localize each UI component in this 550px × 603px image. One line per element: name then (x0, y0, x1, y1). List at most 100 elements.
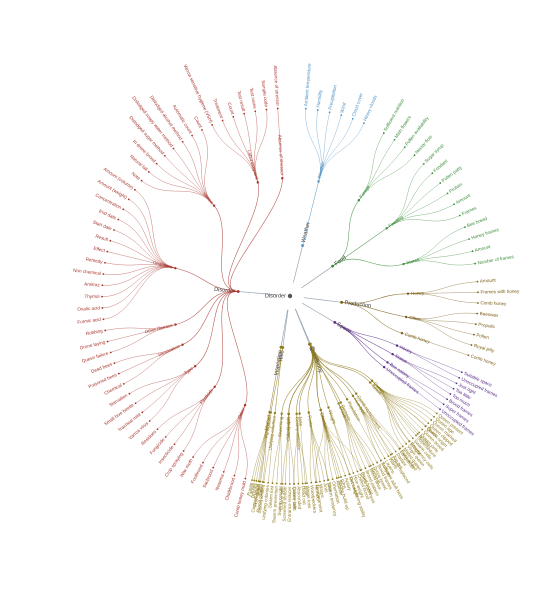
leaf-node (427, 422, 430, 425)
leaf-node (267, 481, 270, 484)
leaf-label-natural-fall: Natural fall (129, 154, 149, 172)
leaf-label-comb-honey-mold: Comb honey mold (233, 480, 247, 518)
group-label: Inspection (274, 350, 284, 376)
branch-link (332, 258, 404, 267)
subgroup-label: Laboratory test (246, 149, 259, 181)
leaf-label-temperament: Temperament (315, 484, 324, 513)
leaf-label-foulbrood: Foulbrood (190, 463, 204, 484)
leaf-link (358, 139, 395, 201)
leaf-label-amount: Amount (480, 277, 497, 283)
leaf-label-frames-with-honey: Frames with honey (480, 289, 520, 295)
leaf-label-net-weight: Net weight (348, 476, 360, 499)
leaf-node (348, 473, 351, 476)
group-label: Hive (278, 350, 286, 362)
leaf-label-fumigation: Fumigation (253, 483, 262, 507)
leaf-node (405, 442, 408, 445)
leaf-node (430, 419, 433, 421)
leaf-node (104, 261, 106, 264)
subgroup-label: Treatment (152, 260, 174, 270)
branch-link (230, 178, 283, 292)
subgroup-node (298, 412, 301, 415)
leaf-node (304, 482, 307, 485)
leaf-label-pollen: Pollen (476, 332, 490, 340)
leaf-node (474, 262, 477, 265)
leaf-link (396, 345, 460, 379)
leaf-node (212, 466, 215, 469)
leaf-node (304, 107, 307, 110)
leaf-link (103, 265, 176, 275)
leaf-node (340, 114, 343, 117)
leaf-node (464, 226, 466, 228)
leaf-label-non-chemical: Non chemical (73, 268, 101, 276)
leaf-node (460, 371, 463, 374)
leaf-node (113, 229, 115, 231)
leaf-node (340, 476, 342, 478)
branch-link (332, 228, 387, 267)
leaf-label-queen-cells: Queen cells (292, 486, 298, 511)
leaf-node (422, 162, 425, 165)
leaf-node (117, 218, 120, 221)
root-label: Disorder (265, 293, 286, 299)
leaf-label-sample-code: Sample code (261, 80, 269, 108)
leaf-link (173, 148, 215, 206)
leaf-link (406, 316, 472, 346)
leaf-link (243, 113, 258, 183)
leaf-link (251, 412, 270, 481)
leaf-node (281, 482, 284, 485)
root-link (301, 265, 333, 289)
leaf-link (407, 293, 478, 304)
subgroup-node (351, 394, 355, 398)
leaf-node (251, 479, 253, 482)
subgroup-label: Intoxication (157, 343, 181, 357)
leaf-link (165, 386, 215, 438)
leaf-label-number-of-frames: Number of frames (477, 254, 515, 265)
leaf-link (308, 412, 312, 483)
leaf-node (244, 477, 247, 480)
leaf-label-bee-bread: Bee bread (466, 216, 488, 229)
leaf-link (114, 344, 183, 364)
leaf-node (134, 402, 137, 405)
leaf-link (407, 281, 478, 294)
leaf-node (468, 238, 471, 240)
leaf-node (387, 455, 390, 458)
leaf-label-end-date: End date (98, 208, 117, 220)
leaf-link (338, 403, 358, 472)
leaf-label-gps: GPS (340, 479, 347, 490)
leaf-node (415, 434, 417, 437)
leaf-link (305, 108, 321, 182)
leaf-label-protein: Protein (448, 182, 463, 194)
leaf-link (328, 407, 350, 475)
leaf-node (328, 111, 331, 114)
leaf-node (265, 108, 268, 111)
leaf-node (232, 115, 235, 118)
leaf-node (401, 445, 404, 448)
leaf-node (356, 470, 359, 473)
leaf-node (106, 250, 109, 253)
leaf-link (299, 413, 306, 484)
leaf-node (163, 154, 166, 157)
subgroup-label: Other disease (144, 323, 173, 335)
leaf-label-formic-acid: Formic acid (77, 317, 102, 325)
leaf-link (316, 110, 322, 182)
leaf-link (213, 405, 246, 468)
leaf-node (222, 471, 225, 473)
branch-link (302, 181, 319, 246)
leaf-link (103, 267, 176, 320)
leaf-link (105, 324, 176, 331)
leaf-label-woodpeckers: Woodpeckers (309, 485, 317, 514)
leaf-label-absconded: Absconded (296, 486, 302, 510)
leaf-link (386, 173, 433, 229)
subgroup-node (319, 408, 322, 412)
leaf-link (107, 251, 176, 269)
leaf-link (403, 226, 465, 265)
leaf-node (140, 179, 143, 182)
subgroup-label: Fumigation (264, 415, 273, 439)
leaf-node (181, 140, 184, 143)
leaf-node (470, 344, 473, 346)
leaf-node (141, 411, 144, 414)
leaf-label-humidity: Humidity (315, 89, 323, 108)
leaf-node (372, 463, 375, 466)
leaf-label-nosema: Nosema (214, 473, 225, 491)
branch-link (175, 291, 239, 325)
